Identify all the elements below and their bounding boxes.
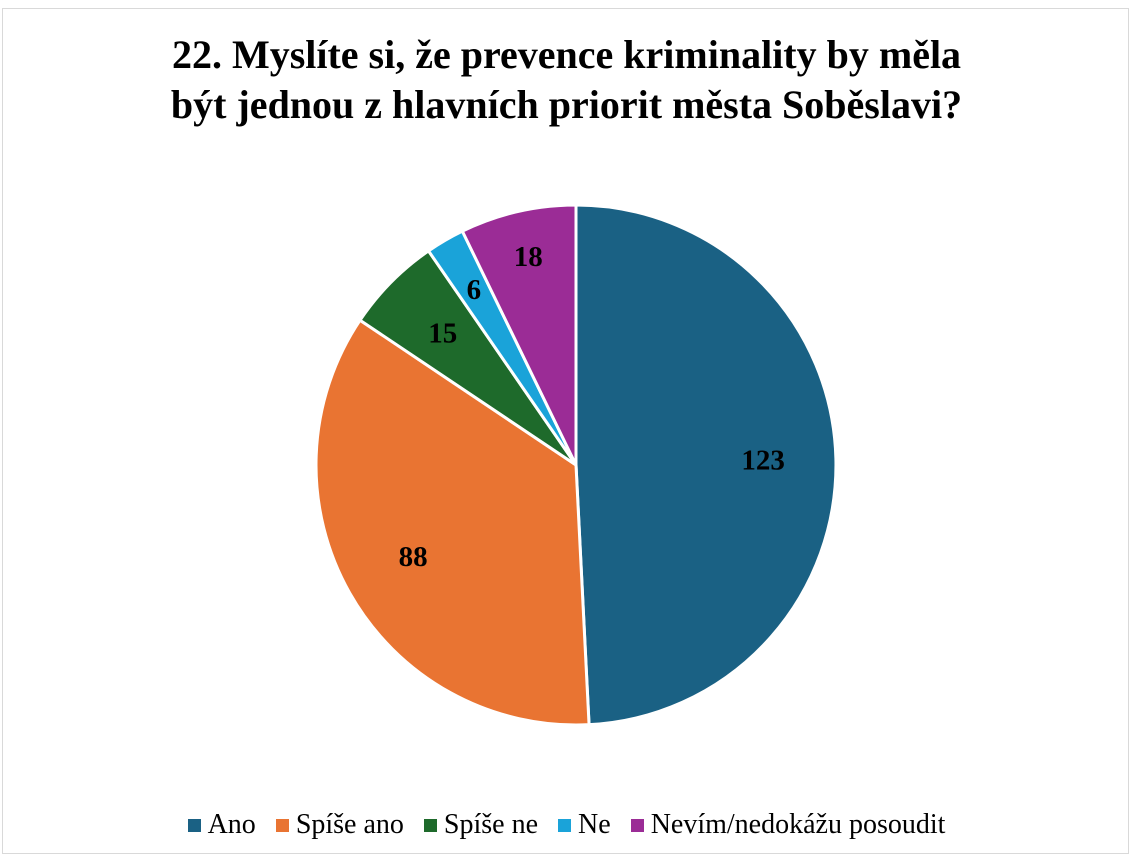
- legend-label-2: Spíše ano: [295, 809, 404, 840]
- data-label-1: 123: [741, 444, 785, 476]
- legend-label-5: Nevím/nedokážu posoudit: [650, 809, 946, 840]
- chart-title-line-1: 22. Myslíte si, že prevence kriminality …: [171, 32, 962, 77]
- legend-swatch-3: [423, 818, 437, 832]
- chart-title-line-2: být jednou z hlavních priorit města Sobě…: [170, 82, 963, 127]
- legend-swatch-2: [275, 818, 289, 832]
- legend-item-3: Spíše ne: [423, 809, 539, 841]
- pie-slice-1: [574, 203, 838, 727]
- data-label-2: 88: [399, 541, 428, 573]
- data-label-4: 6: [467, 274, 482, 306]
- data-label-3: 15: [428, 318, 457, 350]
- data-label-5: 18: [514, 241, 543, 273]
- legend-label-3: Spíše ne: [443, 809, 539, 840]
- legend-swatch-4: [558, 818, 572, 832]
- chart-title: 22. Myslíte si, že prevence kriminality …: [0, 30, 1133, 130]
- legend-item-4: Ne: [558, 809, 611, 841]
- legend-swatch-5: [630, 818, 644, 832]
- legend-label-4: Ne: [578, 809, 611, 840]
- legend-swatch-1: [187, 818, 201, 832]
- legend-item-5: Nevím/nedokážu posoudit: [630, 809, 946, 841]
- pie-slice-5: [460, 203, 578, 467]
- legend-item-1: Ano: [187, 809, 256, 841]
- legend-label-1: Ano: [207, 809, 256, 840]
- legend-item-2: Spíše ano: [275, 809, 404, 841]
- pie-slice-2: [314, 318, 591, 727]
- chart-legend: Ano Spíše ano Spíše ne Ne Nevím/nedokážu pos…: [0, 805, 1133, 845]
